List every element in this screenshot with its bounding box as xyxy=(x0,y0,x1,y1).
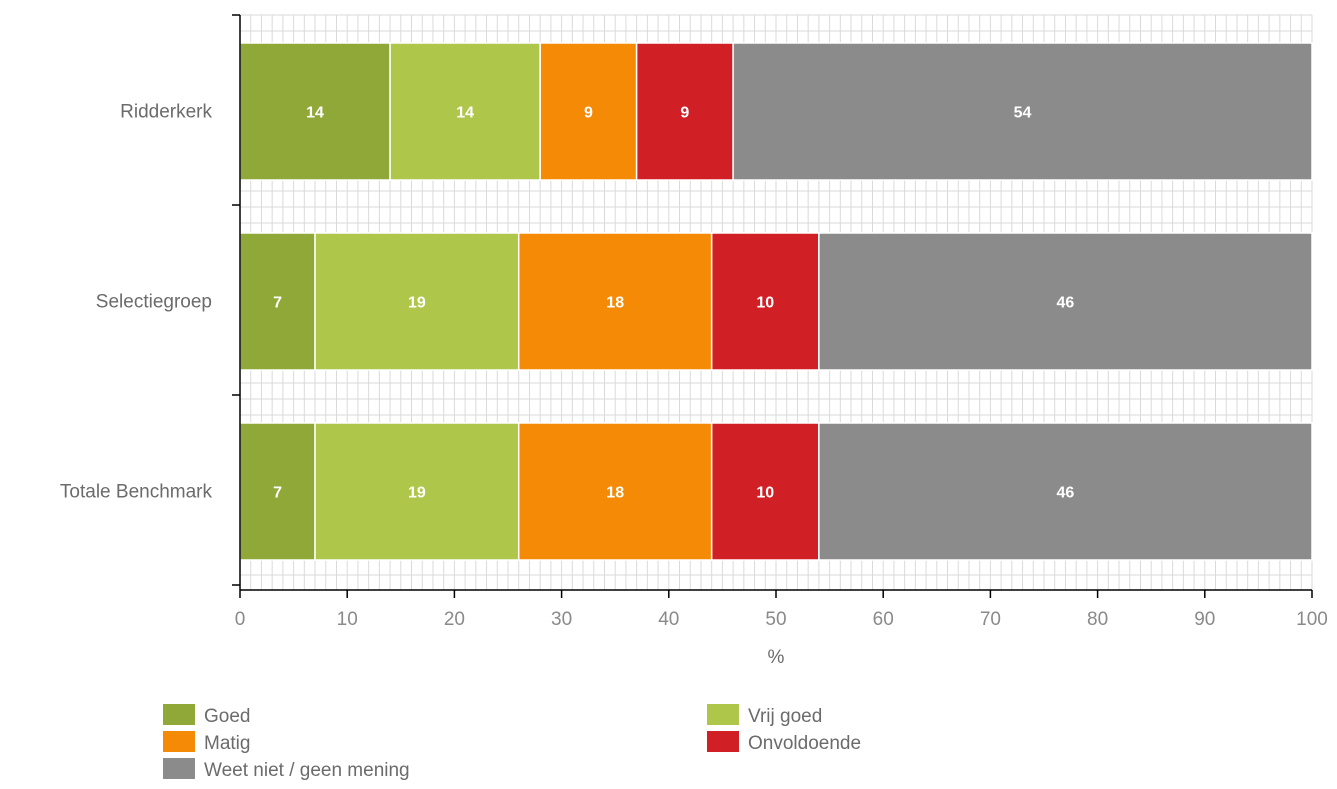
bar-segment-vrij-goed xyxy=(314,422,520,561)
x-tick-label: 10 xyxy=(337,609,358,630)
bar-segment-weet-niet-geen-mening xyxy=(818,422,1313,561)
data-label: 46 xyxy=(1057,295,1075,312)
x-tick-label: 20 xyxy=(444,609,465,630)
bar-segment-matig xyxy=(517,422,713,561)
legend-label-onvoldoende: Onvoldoende xyxy=(748,733,861,754)
bar-segment-goed xyxy=(239,422,316,561)
data-label: 10 xyxy=(756,295,774,312)
x-tick-label: 60 xyxy=(873,609,894,630)
data-label: 46 xyxy=(1057,485,1075,502)
data-label: 9 xyxy=(680,105,689,122)
bar-segment-matig xyxy=(539,42,638,181)
legend-label-matig: Matig xyxy=(204,733,250,754)
x-tick-label: 0 xyxy=(235,609,246,630)
data-label: 14 xyxy=(456,105,474,122)
legend-label-weet-niet-geen-mening: Weet niet / geen mening xyxy=(204,760,410,781)
legend: Goed Vrij goed Matig Onvoldoende Weet niet /… xyxy=(163,704,861,781)
category-labels: Ridderkerk Selectiegroep Totale Benchmark xyxy=(60,102,213,503)
bar-segment-weet-niet-geen-mening xyxy=(818,232,1313,371)
bars: 14 14 9 9 54 7 19 18 10 46 7 19 18 10 46 xyxy=(239,42,1313,561)
x-axis-title: % xyxy=(768,647,785,668)
data-label: 7 xyxy=(273,295,282,312)
category-label: Totale Benchmark xyxy=(60,482,213,503)
bar-segment-goed xyxy=(239,42,391,181)
bar-segment-matig xyxy=(517,232,713,371)
bar-segment-onvoldoende xyxy=(635,42,734,181)
data-label: 9 xyxy=(584,105,593,122)
legend-swatch-vrij-goed xyxy=(707,704,739,725)
x-tick-label: 80 xyxy=(1087,609,1108,630)
data-label: 7 xyxy=(273,485,282,502)
legend-label-vrij-goed: Vrij goed xyxy=(748,706,822,727)
bar-segment-onvoldoende xyxy=(710,422,820,561)
legend-swatch-onvoldoende xyxy=(707,731,739,752)
data-label: 10 xyxy=(756,485,774,502)
data-label: 18 xyxy=(606,485,624,502)
category-label: Ridderkerk xyxy=(120,102,212,123)
legend-swatch-weet-niet-geen-mening xyxy=(163,758,195,779)
x-tick-label: 70 xyxy=(980,609,1001,630)
data-label: 19 xyxy=(408,295,426,312)
bar-segment-weet-niet-geen-mening xyxy=(732,42,1313,181)
x-tick-label: 90 xyxy=(1194,609,1215,630)
bar-segment-vrij-goed xyxy=(314,232,520,371)
bar-segment-onvoldoende xyxy=(710,232,820,371)
x-tick-label: 50 xyxy=(765,609,786,630)
data-label: 54 xyxy=(1014,105,1032,122)
legend-swatch-goed xyxy=(163,704,195,725)
legend-label-goed: Goed xyxy=(204,706,250,727)
legend-swatch-matig xyxy=(163,731,195,752)
x-tick-label: 100 xyxy=(1296,609,1328,630)
data-label: 14 xyxy=(306,105,324,122)
data-label: 19 xyxy=(408,485,426,502)
data-label: 18 xyxy=(606,295,624,312)
axes xyxy=(232,14,1313,598)
bar-segment-vrij-goed xyxy=(389,42,541,181)
category-label: Selectiegroep xyxy=(96,292,212,313)
x-tick-label: 30 xyxy=(551,609,572,630)
x-tick-label: 40 xyxy=(658,609,679,630)
x-tick-labels: 0 10 20 30 40 50 60 70 80 90 100 xyxy=(235,609,1328,630)
